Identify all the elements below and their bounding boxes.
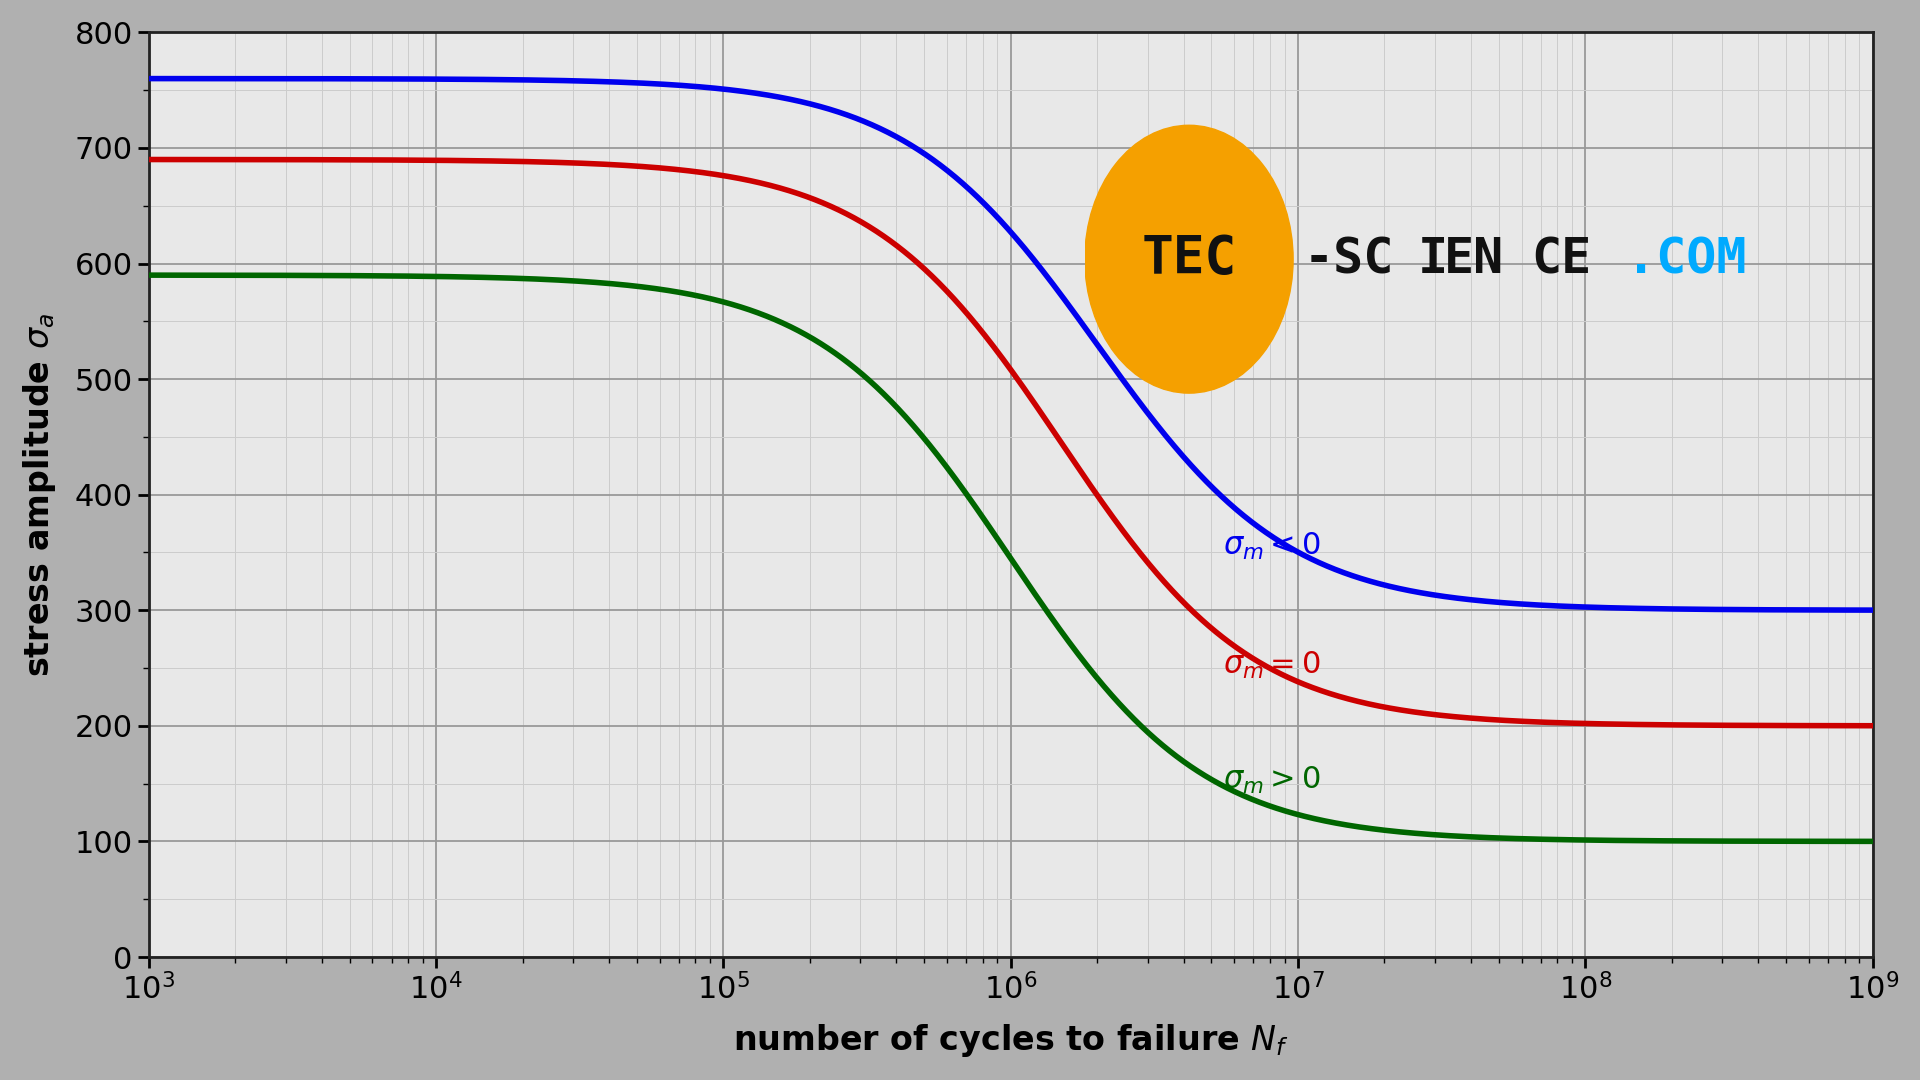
Circle shape [1085, 125, 1294, 393]
Text: $\sigma_m>0$: $\sigma_m>0$ [1223, 765, 1321, 796]
X-axis label: number of cycles to failure $N_f$: number of cycles to failure $N_f$ [733, 1022, 1288, 1059]
Text: -SC: -SC [1304, 235, 1394, 283]
Text: $\sigma_m=0$: $\sigma_m=0$ [1223, 650, 1321, 681]
Text: .COM: .COM [1626, 235, 1747, 283]
Y-axis label: stress amplitude $\sigma_a$: stress amplitude $\sigma_a$ [21, 312, 58, 677]
Text: I: I [1417, 235, 1448, 283]
Text: $\sigma_m<0$: $\sigma_m<0$ [1223, 531, 1321, 563]
Text: EN: EN [1444, 235, 1505, 283]
Text: CE: CE [1532, 235, 1592, 283]
Text: TEC: TEC [1140, 233, 1236, 285]
